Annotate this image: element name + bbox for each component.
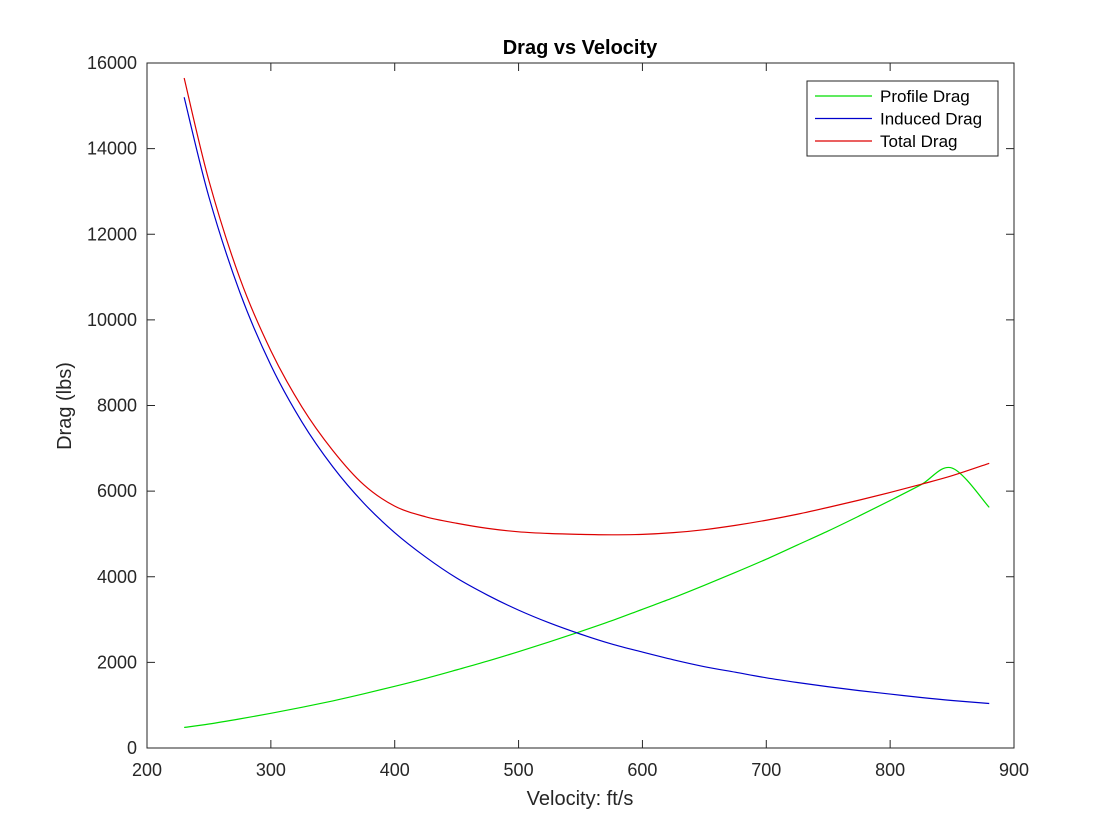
y-ticks: 0 2000 4000 6000 8000 10000 12000 14000 16000 — [87, 53, 1014, 758]
legend-entries: Profile Drag Induced Drag Total Drag — [815, 87, 982, 151]
y-tick-label: 8000 — [97, 396, 137, 416]
x-tick-label: 500 — [504, 760, 534, 780]
y-tick-label: 2000 — [97, 652, 137, 672]
x-axis-label: Velocity: ft/s — [527, 788, 634, 810]
y-tick-label: 10000 — [87, 310, 137, 330]
x-tick-label: 200 — [132, 760, 162, 780]
x-ticks: 200 300 400 500 600 700 800 900 — [132, 63, 1029, 780]
x-tick-label: 600 — [627, 760, 657, 780]
x-tick-label: 900 — [999, 760, 1029, 780]
y-tick-label: 6000 — [97, 481, 137, 501]
legend-label-profile-drag: Profile Drag — [880, 87, 970, 106]
y-axis-label: Drag (lbs) — [54, 362, 76, 450]
chart-title: Drag vs Velocity — [503, 37, 658, 59]
y-tick-label: 0 — [127, 738, 137, 758]
legend-label-total-drag: Total Drag — [880, 132, 957, 151]
x-tick-label: 700 — [751, 760, 781, 780]
legend: Profile Drag Induced Drag Total Drag — [806, 80, 999, 157]
series-line-profile-drag — [184, 466, 990, 729]
plot-area — [146, 62, 1015, 749]
y-tick-label: 12000 — [87, 224, 137, 244]
x-tick-label: 400 — [380, 760, 410, 780]
series-line-total-drag — [183, 77, 990, 536]
y-tick-label: 4000 — [97, 567, 137, 587]
legend-label-induced-drag: Induced Drag — [880, 110, 982, 129]
x-tick-label: 800 — [875, 760, 905, 780]
y-tick-label: 14000 — [87, 139, 137, 159]
series-line-induced-drag — [183, 97, 990, 705]
x-tick-label: 300 — [256, 760, 286, 780]
y-tick-label: 16000 — [87, 53, 137, 73]
series-lines — [183, 77, 990, 729]
